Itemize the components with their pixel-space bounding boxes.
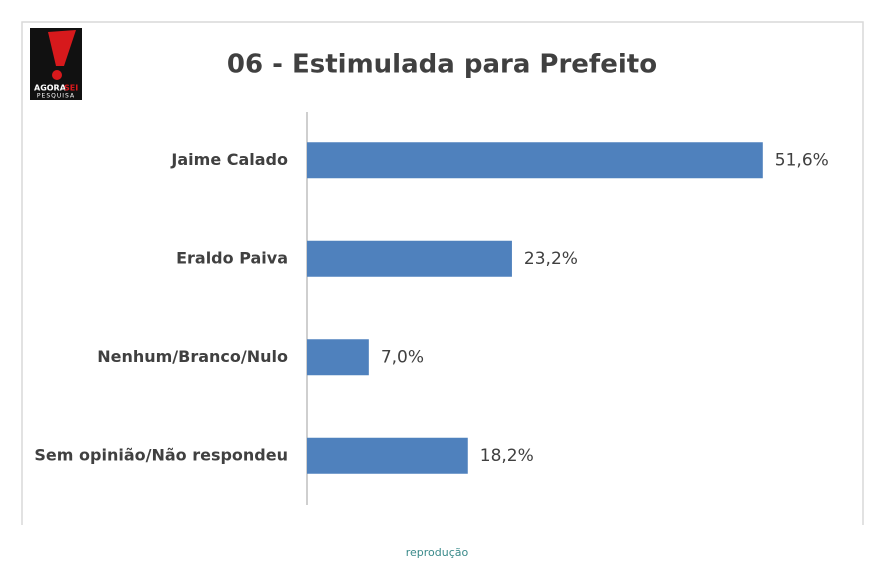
logo: AGORA SEI PESQUISA xyxy=(30,28,82,100)
bar xyxy=(307,142,763,179)
category-label: Sem opinião/Não respondeu xyxy=(34,445,288,464)
value-label: 23,2% xyxy=(524,249,578,269)
chart-title: 06 - Estimulada para Prefeito xyxy=(227,50,657,80)
value-label: 51,6% xyxy=(775,150,829,170)
category-label: Nenhum/Branco/Nulo xyxy=(97,347,288,366)
bar xyxy=(307,437,468,474)
value-label: 18,2% xyxy=(480,446,534,466)
logo-mark xyxy=(48,30,76,66)
bar xyxy=(307,339,369,376)
category-label: Jaime Calado xyxy=(170,150,288,169)
logo-brand: AGORA xyxy=(34,84,67,93)
logo-tagline: PESQUISA xyxy=(37,93,75,100)
bar xyxy=(307,240,512,277)
logo-brand-accent: SEI xyxy=(64,84,78,93)
logo-dot xyxy=(52,70,62,80)
category-label: Eraldo Paiva xyxy=(176,248,288,267)
value-label: 7,0% xyxy=(381,347,424,367)
chart-frame xyxy=(21,21,864,525)
caption: reprodução xyxy=(406,546,469,559)
